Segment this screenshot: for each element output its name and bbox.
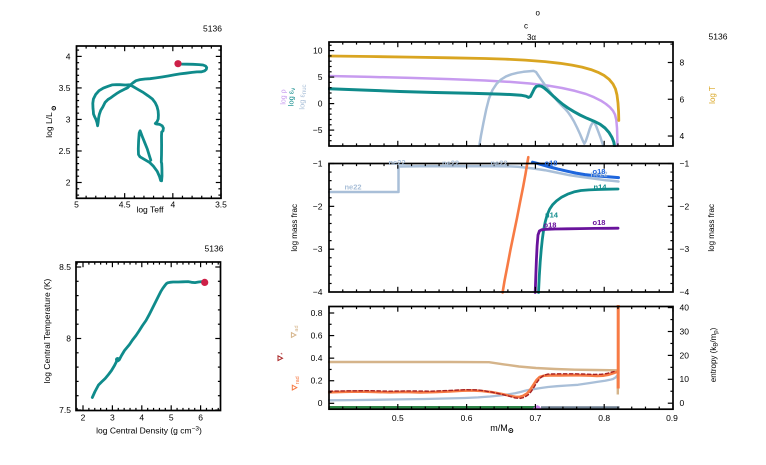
svg-text:0: 0	[680, 398, 685, 408]
svg-text:0.8: 0.8	[311, 308, 323, 318]
svg-text:−1: −1	[680, 159, 690, 169]
svg-text:5: 5	[169, 413, 174, 423]
svg-text:2.5: 2.5	[59, 146, 71, 156]
svg-text:8.5: 8.5	[59, 262, 71, 272]
svg-text:log T: log T	[708, 86, 717, 104]
svg-text:20: 20	[680, 350, 690, 360]
svg-text:o18: o18	[593, 218, 606, 227]
svg-text:0.9: 0.9	[666, 413, 678, 423]
svg-text:entropy (kB/mp): entropy (kB/mp)	[709, 327, 720, 382]
svg-text:o18: o18	[593, 167, 606, 176]
svg-text:8: 8	[680, 58, 685, 68]
svg-text:log mass frac: log mass frac	[290, 204, 299, 252]
svg-text:n14: n14	[594, 182, 608, 191]
svg-text:m/M: m/M	[490, 423, 508, 433]
svg-text:40: 40	[680, 303, 690, 313]
svg-text:−3: −3	[680, 244, 690, 254]
svg-text:6: 6	[680, 95, 685, 105]
svg-text:ne22: ne22	[442, 159, 459, 168]
svg-text:30: 30	[680, 327, 690, 337]
svg-text:ad: ad	[294, 325, 300, 331]
svg-text:10: 10	[313, 46, 323, 56]
svg-text:ne22: ne22	[490, 159, 507, 168]
svg-text:−3: −3	[313, 244, 323, 254]
svg-text:−1: −1	[313, 159, 323, 169]
svg-text:6: 6	[198, 413, 203, 423]
svg-text:log Teff: log Teff	[136, 205, 164, 215]
svg-text:c: c	[524, 22, 528, 31]
svg-text:−5: −5	[313, 125, 323, 135]
svg-text:n14: n14	[545, 211, 559, 220]
svg-text:3: 3	[110, 413, 115, 423]
svg-text:10: 10	[680, 374, 690, 384]
svg-text:3.5: 3.5	[59, 83, 71, 93]
svg-text:−2: −2	[680, 201, 690, 211]
svg-text:log Central Temperature (K): log Central Temperature (K)	[42, 278, 52, 383]
svg-text:0.5: 0.5	[392, 413, 404, 423]
svg-text:0: 0	[318, 99, 323, 109]
svg-text:o: o	[535, 8, 540, 17]
svg-text:7.5: 7.5	[59, 405, 71, 415]
svg-text:5: 5	[318, 72, 323, 82]
svg-text:5136: 5136	[709, 31, 728, 41]
svg-text:o18: o18	[544, 220, 557, 229]
svg-text:8: 8	[66, 334, 71, 344]
svg-text:3α: 3α	[527, 33, 536, 42]
svg-text:log L/L: log L/L	[44, 112, 54, 138]
svg-text:2: 2	[66, 178, 71, 188]
svg-text:log Central Density (g cm−3): log Central Density (g cm−3)	[96, 426, 202, 436]
svg-text:4.5: 4.5	[119, 200, 131, 210]
svg-text:log mass frac: log mass frac	[707, 204, 716, 252]
svg-text:4: 4	[139, 413, 144, 423]
svg-text:−4: −4	[313, 287, 323, 297]
svg-text:5136: 5136	[203, 24, 222, 34]
svg-text:0.6: 0.6	[311, 331, 323, 341]
svg-text:0.6: 0.6	[461, 413, 473, 423]
svg-text:4: 4	[170, 200, 175, 210]
svg-text:0.4: 0.4	[311, 353, 323, 363]
svg-text:0: 0	[318, 398, 323, 408]
svg-text:o18: o18	[545, 159, 558, 168]
svg-text:0.8: 0.8	[598, 413, 610, 423]
svg-text:5: 5	[74, 200, 79, 210]
svg-text:4: 4	[680, 131, 685, 141]
svg-text:3.5: 3.5	[215, 200, 227, 210]
svg-text:0.2: 0.2	[311, 376, 323, 386]
svg-text:0.7: 0.7	[529, 413, 541, 423]
svg-text:4: 4	[66, 51, 71, 61]
svg-text:3: 3	[66, 114, 71, 124]
svg-text:rad: rad	[295, 376, 301, 384]
svg-text:−4: −4	[680, 287, 690, 297]
svg-text:−2: −2	[313, 201, 323, 211]
svg-text:ne22: ne22	[388, 158, 405, 167]
svg-text:5136: 5136	[205, 244, 224, 254]
svg-text:2: 2	[81, 413, 86, 423]
svg-text:ne22: ne22	[344, 182, 361, 191]
